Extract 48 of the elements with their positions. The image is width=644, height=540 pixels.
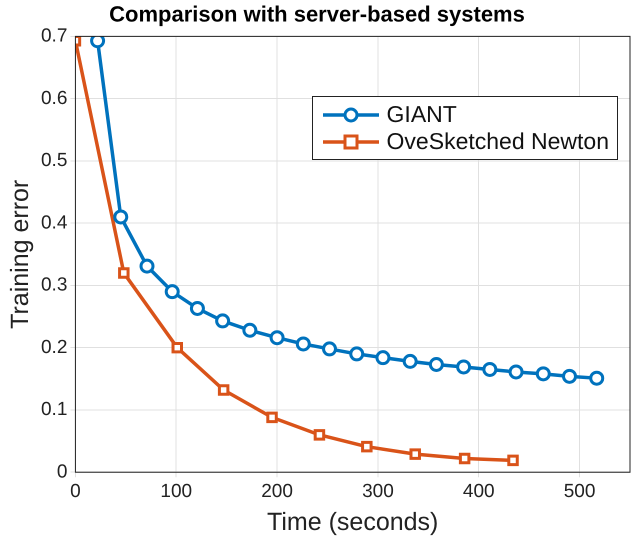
point [536, 366, 551, 382]
point [361, 440, 373, 452]
chart-title: Comparison with server-based systems [109, 1, 525, 26]
point [349, 346, 364, 362]
x-tick-label: 500 [564, 480, 596, 502]
point [314, 429, 326, 441]
point [409, 448, 421, 460]
x-tick-label: 400 [462, 480, 495, 502]
point [90, 36, 106, 48]
point [242, 322, 258, 338]
x-tick-label: 0 [70, 480, 81, 502]
point [218, 384, 230, 396]
point [507, 454, 519, 466]
legend-label: GIANT [386, 101, 457, 128]
point [296, 336, 311, 352]
legend-label: OveSketched Newton [386, 128, 609, 156]
point [190, 300, 205, 316]
y-tick-label: 0.1 [40, 399, 68, 420]
point [118, 267, 130, 279]
point [215, 313, 230, 328]
y-tick-label: 0.2 [40, 336, 68, 358]
point [428, 356, 444, 372]
point [589, 370, 604, 386]
point [458, 452, 470, 464]
point [508, 364, 524, 380]
x-tick-label: 100 [160, 480, 192, 502]
point [375, 350, 390, 366]
point [482, 362, 498, 377]
x-tick-label: 200 [261, 480, 293, 502]
point [270, 330, 285, 346]
point [113, 209, 128, 224]
point [322, 341, 338, 356]
point [402, 354, 418, 369]
point [140, 258, 155, 274]
point [562, 368, 577, 384]
x-axis-title: Time (seconds) [267, 508, 438, 536]
x-tick-label: 300 [362, 480, 394, 502]
y-axis-title: Training error [6, 180, 34, 329]
y-tick-label: 0.4 [40, 212, 68, 234]
point [164, 284, 180, 300]
y-tick-label: 0 [56, 461, 68, 482]
y-tick-label: 0.3 [40, 274, 68, 296]
y-tick-label: 0.6 [40, 88, 68, 109]
y-tick-label: 0.5 [40, 150, 68, 172]
point [172, 342, 183, 354]
point [266, 412, 278, 424]
y-tick-label: 0.7 [40, 26, 68, 47]
point [456, 359, 472, 374]
